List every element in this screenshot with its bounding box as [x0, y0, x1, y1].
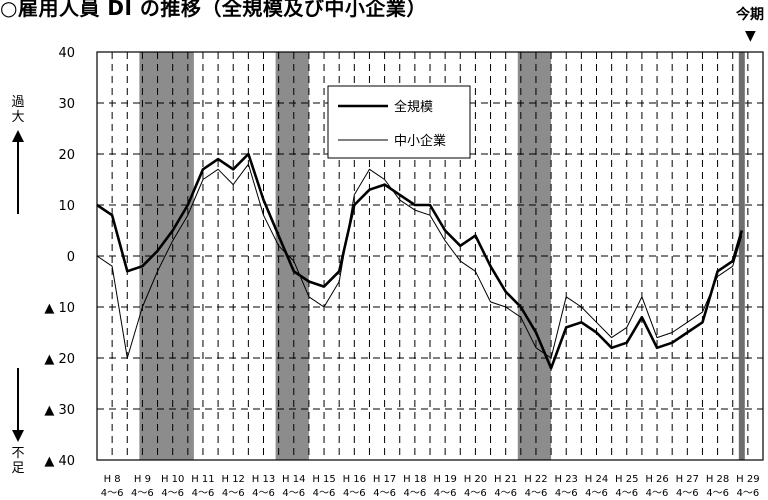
legend-box: [327, 85, 471, 159]
x-tick-year-2: H 10: [161, 474, 184, 485]
x-tick-year-20: H 28: [706, 474, 729, 485]
x-tick-quarter-0: 4～6: [101, 488, 124, 499]
x-tick-quarter-8: 4～6: [343, 488, 366, 499]
x-tick-year-13: H 21: [494, 474, 517, 485]
x-tick-quarter-11: 4～6: [434, 488, 457, 499]
x-tick-year-10: H 18: [403, 474, 426, 485]
legend-label-0: 全規模: [394, 99, 433, 115]
x-tick-quarter-18: 4～6: [646, 488, 669, 499]
y-direction-down-char-2: 足: [11, 461, 25, 476]
x-tick-quarter-6: 4～6: [282, 488, 305, 499]
y-tick-label-4: 0: [67, 250, 75, 265]
x-tick-year-15: H 23: [555, 474, 578, 485]
x-tick-year-9: H 17: [373, 474, 396, 485]
x-tick-quarter-2: 4～6: [161, 488, 184, 499]
y-tick-label-7: ▲ 30: [44, 403, 75, 418]
y-axis-ticks: 40 30 20 10 0 ▲ 10 ▲ 20 ▲ 30 ▲ 40: [44, 46, 75, 469]
x-tick-quarter-15: 4～6: [555, 488, 578, 499]
x-tick-year-5: H 13: [252, 474, 275, 485]
current-period-arrow-icon: ▼: [745, 28, 756, 44]
x-tick-year-1: H 9: [134, 474, 151, 485]
series-line-1: [96, 163, 743, 359]
x-tick-year-3: H 11: [191, 474, 214, 485]
x-tick-quarter-14: 4～6: [525, 488, 548, 499]
x-tick-year-4: H 12: [222, 474, 245, 485]
y-direction-label-down: 不 足: [10, 446, 26, 476]
y-direction-down-char-1: 不: [11, 446, 25, 461]
x-tick-year-0: H 8: [104, 474, 121, 485]
current-period-label: 今期: [736, 7, 764, 23]
current-period-bar: [738, 52, 745, 460]
plot-frame: [96, 51, 764, 461]
x-tick-year-11: H 19: [433, 474, 456, 485]
grid-lines: [97, 52, 763, 460]
y-tick-label-0: 40: [58, 46, 75, 61]
x-tick-quarter-4: 4～6: [222, 488, 245, 499]
x-tick-quarter-13: 4～6: [494, 488, 517, 499]
x-tick-year-8: H 16: [343, 474, 366, 485]
y-tick-label-2: 20: [58, 148, 75, 163]
x-tick-year-6: H 14: [282, 474, 305, 485]
x-tick-quarter-16: 4～6: [585, 488, 608, 499]
chart-title: ○雇用人員 DI の推移（全規模及び中小企業）: [0, 0, 427, 20]
x-tick-quarter-5: 4～6: [252, 488, 275, 499]
x-tick-quarter-9: 4～6: [373, 488, 396, 499]
x-tick-quarter-12: 4～6: [464, 488, 487, 499]
x-tick-year-14: H 22: [524, 474, 547, 485]
y-tick-label-3: 10: [58, 199, 75, 214]
x-tick-quarter-17: 4～6: [615, 488, 638, 499]
x-tick-year-16: H 24: [585, 474, 608, 485]
y-tick-label-1: 30: [58, 97, 75, 112]
arrow-up-icon: [12, 130, 24, 214]
x-tick-quarter-10: 4～6: [403, 488, 426, 499]
y-tick-label-6: ▲ 20: [44, 352, 75, 367]
series-lines: [96, 152, 744, 370]
y-direction-label-up: 過 大: [10, 95, 26, 125]
y-direction-up-char-1: 過: [11, 95, 25, 110]
y-tick-label-8: ▲ 40: [44, 454, 75, 469]
x-tick-quarter-21: 4～6: [736, 488, 759, 499]
y-tick-label-5: ▲ 10: [44, 301, 75, 316]
x-tick-quarter-3: 4～6: [192, 488, 215, 499]
x-tick-year-18: H 26: [645, 474, 668, 485]
x-tick-quarter-19: 4～6: [676, 488, 699, 499]
x-tick-year-7: H 15: [312, 474, 335, 485]
plot-border: [96, 51, 764, 461]
x-tick-quarter-1: 4～6: [131, 488, 154, 499]
x-tick-quarter-20: 4～6: [706, 488, 729, 499]
x-tick-year-17: H 25: [615, 474, 638, 485]
x-tick-year-19: H 27: [676, 474, 699, 485]
arrow-down-icon: [12, 368, 24, 442]
legend-label-1: 中小企業: [394, 133, 446, 149]
current-period-bar-mark: [738, 52, 745, 460]
series-line-0: [96, 152, 744, 370]
x-axis-ticks: H 8 4～6 H 9 4～6 H 10 4～6 H 11 4～6 H 12 4～6 H 13 4～6…: [101, 474, 760, 499]
x-tick-quarter-7: 4～6: [313, 488, 336, 499]
x-tick-year-21: H 29: [736, 474, 759, 485]
x-tick-year-12: H 20: [464, 474, 487, 485]
y-direction-up-char-2: 大: [11, 110, 25, 125]
